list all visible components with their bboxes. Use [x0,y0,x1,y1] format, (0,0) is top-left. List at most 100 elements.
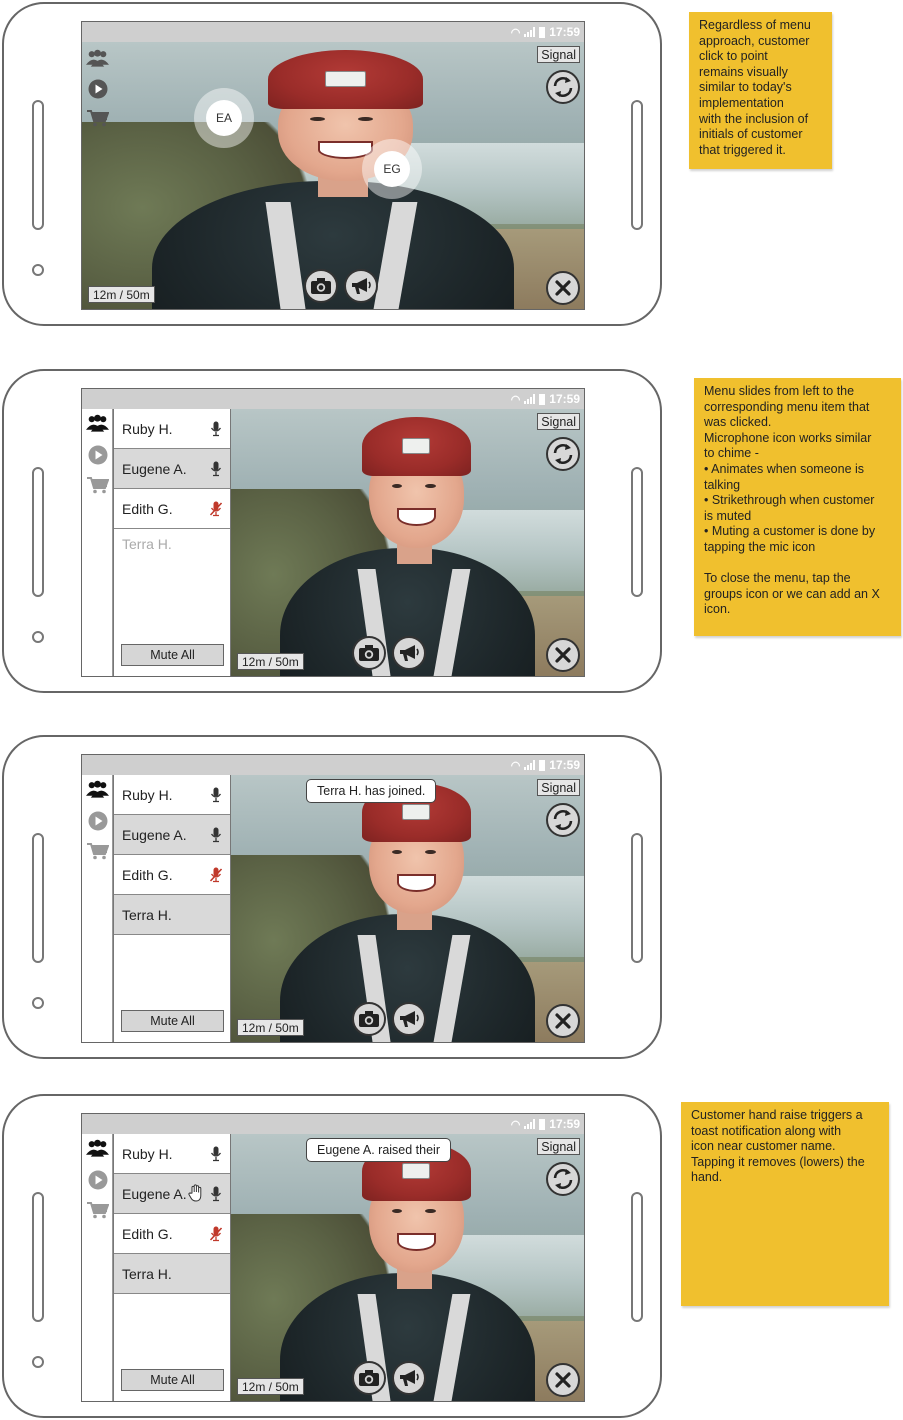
refresh-icon [553,810,573,830]
status-bar: ◠ 17:59 [82,22,584,42]
screen: ◠ 17:59 Ruby H. Eugene A. [81,388,585,677]
groups-icon[interactable] [86,413,109,433]
microphone-muted-icon[interactable] [210,501,222,517]
participant-row[interactable]: Edith G. [114,1214,230,1254]
screen: ◠ 17:59 Ruby H. Eugene A. [81,1113,585,1402]
microphone-muted-icon[interactable] [210,1226,222,1242]
camera-button[interactable] [352,1002,386,1036]
camera-button[interactable] [352,1361,386,1395]
participant-row[interactable]: Eugene A. [114,815,230,855]
cell-signal-icon [524,394,536,404]
status-bar: ◠ 17:59 [82,389,584,409]
signal-button[interactable]: Signal [537,46,580,63]
participant-name: Terra H. [122,1265,172,1282]
camera-icon [311,278,331,294]
refresh-button[interactable] [546,437,580,471]
participant-row[interactable]: Ruby H. [114,775,230,815]
participant-row[interactable]: Ruby H. [114,409,230,449]
microphone-icon[interactable] [210,827,222,843]
close-button[interactable] [546,1004,580,1038]
home-dot[interactable] [32,631,44,643]
play-icon[interactable] [86,811,109,831]
camera-button[interactable] [304,269,338,303]
video-feed[interactable] [82,42,584,309]
participant-row[interactable]: Eugene A. [114,1174,230,1214]
participant-row-pending[interactable]: Terra H. [114,529,230,559]
megaphone-icon [400,645,419,661]
refresh-button[interactable] [546,1162,580,1196]
cart-icon[interactable] [86,1200,109,1220]
phone-frame-1: ◠ 17:59 EA EG Signal [2,2,662,326]
home-dot[interactable] [32,264,44,276]
bubble-initials: EA [206,100,242,136]
refresh-icon [553,444,573,464]
status-time: 17:59 [549,758,580,772]
play-icon[interactable] [86,1170,109,1190]
participant-row[interactable]: Eugene A. [114,449,230,489]
side-button-left [32,833,44,963]
sidebar [82,775,113,1042]
participant-name: Eugene A. [122,460,187,477]
megaphone-button[interactable] [392,1361,426,1395]
megaphone-button[interactable] [344,269,378,303]
session-timer: 12m / 50m [88,286,155,303]
microphone-icon[interactable] [210,787,222,803]
side-button-left [32,467,44,597]
cart-icon[interactable] [86,841,109,861]
signal-button[interactable]: Signal [537,1138,580,1155]
microphone-icon[interactable] [210,461,222,477]
participant-row[interactable]: Ruby H. [114,1134,230,1174]
groups-icon[interactable] [86,1138,109,1158]
status-bar: ◠ 17:59 [82,755,584,775]
camera-button[interactable] [352,636,386,670]
home-dot[interactable] [32,1356,44,1368]
home-dot[interactable] [32,997,44,1009]
groups-icon[interactable] [86,48,109,68]
microphone-icon[interactable] [210,421,222,437]
participant-row[interactable]: Edith G. [114,855,230,895]
cart-icon[interactable] [86,108,109,128]
cell-signal-icon [524,760,536,770]
side-button-right [631,100,643,230]
megaphone-button[interactable] [392,1002,426,1036]
participant-name: Edith G. [122,1225,173,1242]
mute-all-button[interactable]: Mute All [121,1010,224,1032]
wifi-icon: ◠ [510,26,521,39]
refresh-button[interactable] [546,70,580,104]
mute-all-button[interactable]: Mute All [121,1369,224,1391]
hand-raise-icon[interactable] [188,1184,204,1202]
signal-button[interactable]: Signal [537,413,580,430]
mute-all-button[interactable]: Mute All [121,644,224,666]
participants-menu: Ruby H. Eugene A. Edith G. Terra H. Mute… [113,409,231,676]
microphone-icon[interactable] [210,1186,222,1202]
participant-name: Eugene A. [122,1185,187,1202]
microphone-muted-icon[interactable] [210,867,222,883]
refresh-icon [553,77,573,97]
participant-row[interactable]: Terra H. [114,895,230,935]
screen: ◠ 17:59 EA EG Signal [81,21,585,310]
phone-frame-2: ◠ 17:59 Ruby H. Eugene A. [2,369,662,693]
groups-icon[interactable] [86,779,109,799]
participant-name: Terra H. [122,906,172,923]
close-button[interactable] [546,1363,580,1397]
sidebar [82,409,113,676]
participant-name: Edith G. [122,500,173,517]
microphone-icon[interactable] [210,1146,222,1162]
session-timer: 12m / 50m [237,1019,304,1036]
close-icon [555,1013,571,1029]
megaphone-button[interactable] [392,636,426,670]
signal-button[interactable]: Signal [537,779,580,796]
sticky-note-3: Customer hand raise triggers a toast not… [681,1102,889,1306]
participant-name: Edith G. [122,866,173,883]
play-icon[interactable] [86,79,109,99]
cart-icon[interactable] [86,475,109,495]
megaphone-icon [400,1370,419,1386]
close-button[interactable] [546,638,580,672]
close-button[interactable] [546,271,580,305]
play-icon[interactable] [86,445,109,465]
participant-row[interactable]: Edith G. [114,489,230,529]
session-timer: 12m / 50m [237,1378,304,1395]
battery-icon [539,759,546,771]
participant-row[interactable]: Terra H. [114,1254,230,1294]
refresh-button[interactable] [546,803,580,837]
